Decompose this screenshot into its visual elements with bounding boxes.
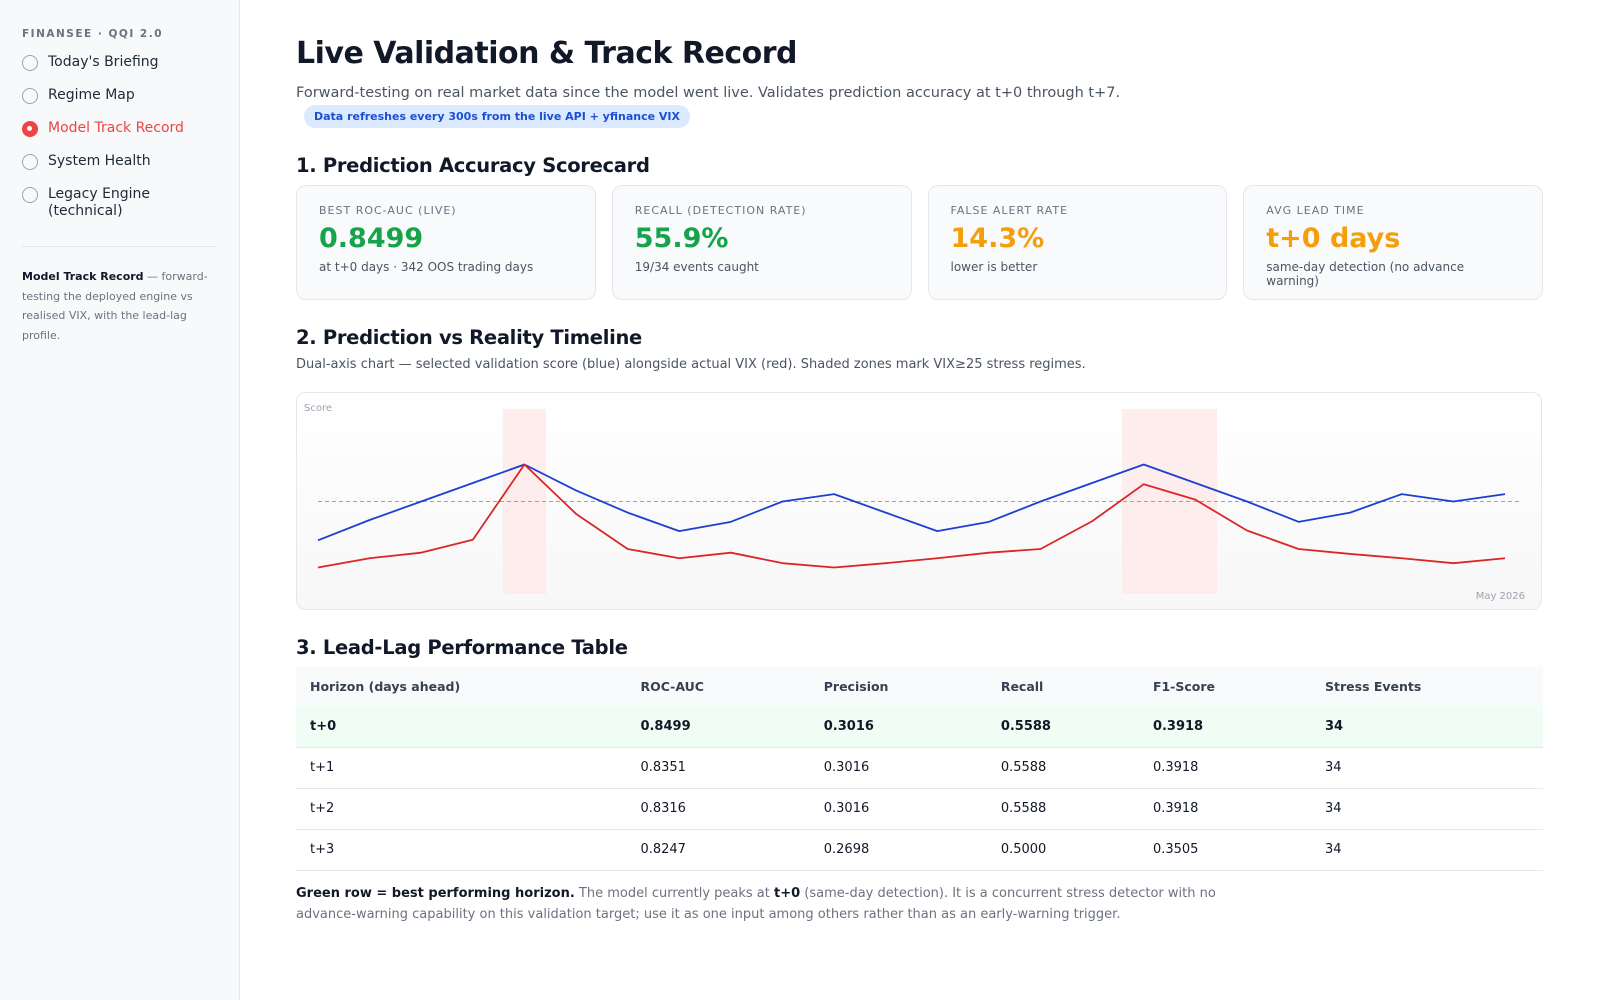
column-header: Recall xyxy=(986,667,1139,706)
badge: Data refreshes every 300s from the live … xyxy=(304,105,690,128)
table-cell: 0.8247 xyxy=(626,829,810,871)
table-cell: t+2 xyxy=(296,788,627,830)
table-cell: t+1 xyxy=(296,747,627,789)
cards: BEST ROC-AUC (LIVE) 0.8499 at t+0 days · 3… xyxy=(296,185,1543,300)
table-cell: 0.3918 xyxy=(1138,706,1312,748)
card-label: RECALL (DETECTION RATE) xyxy=(634,204,807,217)
nav-label: Today's Briefing xyxy=(48,54,159,70)
table-cell: 34 xyxy=(1311,788,1543,830)
card-label: AVG LEAD TIME xyxy=(1266,204,1365,217)
page-title: Live Validation & Track Record xyxy=(296,36,798,71)
description: Dual-axis chart — selected validation sc… xyxy=(296,357,1086,372)
y-axis-label: Score xyxy=(304,403,332,414)
nav-item[interactable]: Today's Briefing xyxy=(22,54,217,71)
table-row: t+0 0.8499 0.3016 0.5588 0.3918 34 xyxy=(296,706,1543,748)
table-row: t+2 0.8316 0.3016 0.5588 0.3918 34 xyxy=(296,788,1543,830)
table-cell: 0.3016 xyxy=(809,747,987,789)
column-header: Precision xyxy=(809,667,987,706)
card-sub: lower is better xyxy=(950,260,1038,274)
table-cell: 0.5588 xyxy=(986,706,1139,748)
note-text: — forward-testing the deployed engine vs… xyxy=(22,270,208,342)
x-axis-label: May 2026 xyxy=(1476,591,1525,602)
note-strong: t+0 xyxy=(774,885,801,901)
nav-radio xyxy=(22,154,38,170)
note-text: (same-day detection). It is a concurrent… xyxy=(296,885,1216,922)
nav-item[interactable]: Model Track Record xyxy=(22,120,217,137)
series-line xyxy=(317,463,1506,542)
subtitle: Forward-testing on real market data sinc… xyxy=(296,85,1121,101)
nav-item[interactable]: System Health xyxy=(22,153,217,170)
card-value: 0.8499 xyxy=(319,223,424,254)
card-value: 14.3% xyxy=(950,223,1045,254)
nav-radio xyxy=(22,55,38,71)
series-line xyxy=(317,463,1506,569)
table: Horizon (days ahead) ROC-AUC Precision Reca… xyxy=(296,667,1543,871)
table-cell: 0.8499 xyxy=(626,706,810,748)
nav-label: Legacy Engine (technical) xyxy=(48,186,151,219)
table-row: t+1 0.8351 0.3016 0.5588 0.3918 34 xyxy=(296,747,1543,789)
metric-card: BEST ROC-AUC (LIVE) 0.8499 at t+0 days · 3… xyxy=(296,185,596,300)
table-cell: 0.5588 xyxy=(986,747,1139,789)
card-sub: at t+0 days · 342 OOS trading days xyxy=(319,260,534,274)
nav-label: Model Track Record xyxy=(48,120,184,136)
table-row: t+3 0.8247 0.2698 0.5000 0.3505 34 xyxy=(296,829,1543,871)
separator xyxy=(22,246,217,247)
section-heading: 2. Prediction vs Reality Timeline xyxy=(296,326,642,349)
brand: FINANSEE · QQI 2.0 xyxy=(22,28,164,40)
table-note: Green row = best performing horizon. The… xyxy=(296,883,1276,925)
nav-label: Regime Map xyxy=(48,87,135,103)
nav-label: System Health xyxy=(48,153,151,169)
table-cell: 0.2698 xyxy=(809,829,987,871)
column-header: Stress Events xyxy=(1311,667,1543,706)
table-body: t+0 0.8499 0.3016 0.5588 0.3918 34 t+1 0.8351 0.… xyxy=(296,706,1543,871)
nav: Today's Briefing Regime Map Model Track Re… xyxy=(22,54,217,220)
column-header: Horizon (days ahead) xyxy=(296,667,627,706)
table-cell: 0.3505 xyxy=(1138,829,1312,871)
metric-card: FALSE ALERT RATE 14.3% lower is better xyxy=(927,185,1228,300)
nav-item[interactable]: Legacy Engine (technical) xyxy=(22,186,217,220)
card-label: BEST ROC-AUC (LIVE) xyxy=(319,204,457,217)
table-cell: 34 xyxy=(1311,747,1543,789)
table-cell: 0.3016 xyxy=(809,706,987,748)
table-head: Horizon (days ahead) ROC-AUC Precision Reca… xyxy=(296,667,1543,706)
chart: Score May 2026 xyxy=(296,392,1542,610)
header-row: Horizon (days ahead) ROC-AUC Precision Reca… xyxy=(296,667,1543,706)
card-label: FALSE ALERT RATE xyxy=(950,204,1069,217)
table-cell: 0.3918 xyxy=(1138,788,1312,830)
nav-item[interactable]: Regime Map xyxy=(22,87,217,104)
note-text: The model currently peaks at xyxy=(574,885,774,901)
card-value: 55.9% xyxy=(634,223,729,254)
table-cell: 0.5588 xyxy=(986,788,1139,830)
note-bold: Green row = best performing horizon. xyxy=(296,885,575,901)
column-header: ROC-AUC xyxy=(626,667,810,706)
table-cell: t+0 xyxy=(296,706,627,748)
table-cell: 0.5000 xyxy=(986,829,1139,871)
main: Live Validation & Track Record Forward-t… xyxy=(240,0,1600,1000)
metric-card: RECALL (DETECTION RATE) 55.9% 19/34 events… xyxy=(611,185,912,300)
table-cell: 0.3016 xyxy=(809,788,987,830)
card-sub: same-day detection (no advance warning) xyxy=(1266,260,1465,288)
side-note: Model Track Record — forward-testing the… xyxy=(22,267,217,345)
nav-radio xyxy=(22,187,38,203)
table-cell: 0.3918 xyxy=(1138,747,1312,789)
section-heading: 3. Lead-Lag Performance Table xyxy=(296,636,628,659)
nav-radio xyxy=(22,88,38,104)
table-cell: 0.8316 xyxy=(626,788,810,830)
section-heading: 1. Prediction Accuracy Scorecard xyxy=(296,154,650,177)
note-bold: Model Track Record xyxy=(22,270,144,283)
nav-radio xyxy=(22,121,38,137)
sidebar: FINANSEE · QQI 2.0 Today's Briefing Regim… xyxy=(0,0,240,1000)
table-cell: 34 xyxy=(1311,829,1543,871)
card-value: t+0 days xyxy=(1266,223,1401,254)
column-header: F1-Score xyxy=(1138,667,1312,706)
table-cell: t+3 xyxy=(296,829,627,871)
card-sub: 19/34 events caught xyxy=(634,260,759,274)
table-cell: 34 xyxy=(1311,706,1543,748)
table-cell: 0.8351 xyxy=(626,747,810,789)
metric-card: AVG LEAD TIME t+0 days same-day detection … xyxy=(1243,185,1543,300)
